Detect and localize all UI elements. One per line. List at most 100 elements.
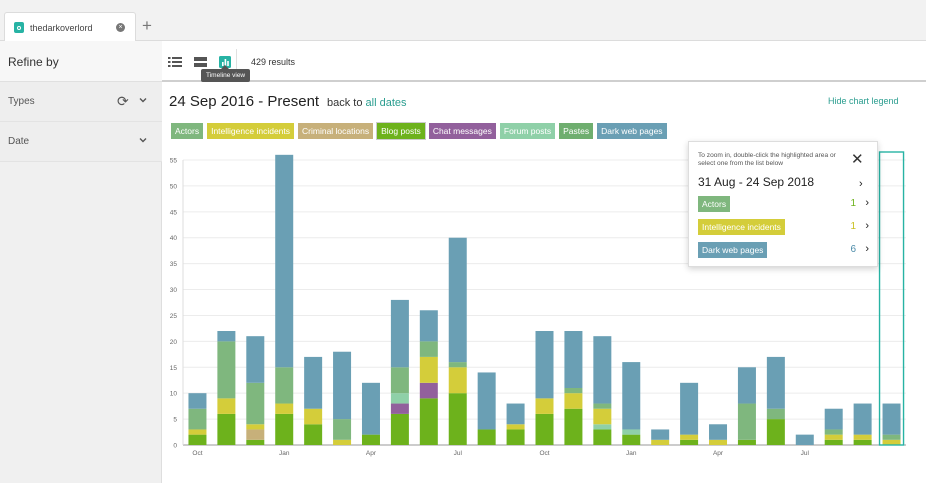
bar-segment[interactable] (680, 434, 699, 440)
popup-date-range[interactable]: 31 Aug - 24 Sep 2018 (698, 175, 815, 189)
chevron-right-icon[interactable]: › (865, 197, 869, 209)
bar-segment[interactable] (535, 331, 554, 399)
bar-segment[interactable] (593, 336, 612, 404)
bar-segment[interactable] (853, 434, 872, 440)
bar-segment[interactable] (737, 367, 756, 404)
bar-segment[interactable] (737, 439, 756, 445)
bar-segment[interactable] (304, 424, 323, 445)
popup-row-dark-web-pages[interactable]: Dark web pages 6 › (698, 242, 870, 258)
legend-chip-dark-web-pages[interactable]: Dark web pages (597, 123, 667, 139)
bar-segment[interactable] (275, 403, 294, 414)
chevron-right-icon[interactable]: › (865, 243, 869, 255)
legend-chip-criminal-locations[interactable]: Criminal locations (298, 123, 374, 139)
refresh-icon[interactable]: ⟳ (117, 93, 129, 109)
bar-segment[interactable] (419, 310, 438, 342)
bar-segment[interactable] (622, 429, 641, 435)
new-tab-icon[interactable]: + (142, 16, 152, 35)
legend-chip-forum-posts[interactable]: Forum posts (499, 123, 556, 139)
legend-chip-chat-messages[interactable]: Chat messages (428, 123, 496, 139)
bar-segment[interactable] (188, 434, 207, 445)
bar-segment[interactable] (651, 429, 670, 440)
bar-segment[interactable] (188, 408, 207, 430)
bar-segment[interactable] (766, 356, 785, 409)
bar-segment[interactable] (275, 154, 294, 368)
bar-segment[interactable] (766, 408, 785, 420)
bar-segment[interactable] (766, 419, 785, 445)
bar-segment[interactable] (882, 403, 901, 435)
bar-segment[interactable] (737, 403, 756, 440)
bar-segment[interactable] (361, 434, 380, 445)
bar-segment[interactable] (246, 336, 265, 383)
popup-row-actors[interactable]: Actors 1 › (698, 196, 870, 212)
bar-segment[interactable] (680, 439, 699, 445)
bar-segment[interactable] (593, 424, 612, 430)
bar-segment[interactable] (824, 429, 843, 435)
bar-segment[interactable] (506, 424, 525, 430)
bar-segment[interactable] (535, 413, 554, 445)
bar-segment[interactable] (853, 439, 872, 445)
bar-segment[interactable] (477, 372, 496, 430)
bar-segment[interactable] (853, 403, 872, 435)
facet-types[interactable]: Types ⟳ (0, 82, 162, 122)
bar-segment[interactable] (680, 382, 699, 435)
bar-segment[interactable] (419, 382, 438, 399)
bar-segment[interactable] (593, 408, 612, 425)
bar-segment[interactable] (275, 367, 294, 404)
bar-segment[interactable] (448, 367, 467, 394)
legend-chip-blog-posts[interactable]: Blog posts (376, 122, 426, 140)
bar-segment[interactable] (824, 408, 843, 430)
bar-segment[interactable] (564, 393, 583, 409)
close-tab-icon[interactable]: × (116, 23, 125, 32)
all-dates-link[interactable]: all dates (365, 97, 407, 109)
bar-segment[interactable] (622, 434, 641, 445)
bar-segment[interactable] (419, 356, 438, 383)
bar-segment[interactable] (448, 393, 467, 445)
bar-segment[interactable] (217, 413, 236, 445)
bar-segment[interactable] (477, 429, 496, 445)
bar-segment[interactable] (564, 331, 583, 388)
chevron-right-icon[interactable]: › (859, 178, 863, 190)
bar-segment[interactable] (795, 434, 814, 445)
bar-segment[interactable] (246, 429, 265, 440)
bar-segment[interactable] (188, 393, 207, 409)
bar-segment[interactable] (333, 439, 352, 445)
bar-segment[interactable] (217, 341, 236, 399)
bar-segment[interactable] (709, 424, 728, 440)
bar-segment[interactable] (419, 341, 438, 357)
bar-segment[interactable] (304, 408, 323, 425)
bar-segment[interactable] (246, 439, 265, 445)
bar-segment[interactable] (882, 434, 901, 440)
bar-segment[interactable] (593, 429, 612, 445)
bar-segment[interactable] (217, 398, 236, 414)
bar-segment[interactable] (390, 299, 409, 368)
list-view-icon[interactable] (168, 56, 182, 68)
bar-segment[interactable] (361, 382, 380, 435)
chevron-down-icon[interactable] (139, 136, 147, 144)
hide-chart-legend-link[interactable]: Hide chart legend (828, 96, 899, 106)
bar-segment[interactable] (506, 429, 525, 445)
bar-segment[interactable] (564, 388, 583, 394)
legend-chip-pastes[interactable]: Pastes (559, 123, 594, 139)
bar-segment[interactable] (448, 362, 467, 368)
tab-thedarkoverlord[interactable]: thedarkoverlord × (4, 12, 136, 42)
selected-range-highlight[interactable] (878, 151, 905, 446)
bar-segment[interactable] (246, 424, 265, 430)
popup-row-intelligence-incidents[interactable]: Intelligence incidents 1 › (698, 219, 870, 235)
bar-segment[interactable] (275, 413, 294, 445)
bar-segment[interactable] (709, 439, 728, 445)
bar-segment[interactable] (593, 403, 612, 409)
bar-segment[interactable] (622, 362, 641, 430)
facet-date[interactable]: Date (0, 122, 162, 162)
bar-segment[interactable] (506, 403, 525, 425)
bar-segment[interactable] (535, 398, 554, 414)
close-icon[interactable]: ✕ (851, 151, 864, 168)
chevron-down-icon[interactable] (139, 96, 147, 104)
bar-segment[interactable] (246, 382, 265, 425)
bar-segment[interactable] (304, 356, 323, 409)
bar-segment[interactable] (824, 434, 843, 440)
chevron-right-icon[interactable]: › (865, 220, 869, 232)
bar-segment[interactable] (188, 429, 207, 435)
bar-segment[interactable] (390, 393, 409, 404)
bar-segment[interactable] (390, 367, 409, 394)
bar-segment[interactable] (419, 398, 438, 445)
